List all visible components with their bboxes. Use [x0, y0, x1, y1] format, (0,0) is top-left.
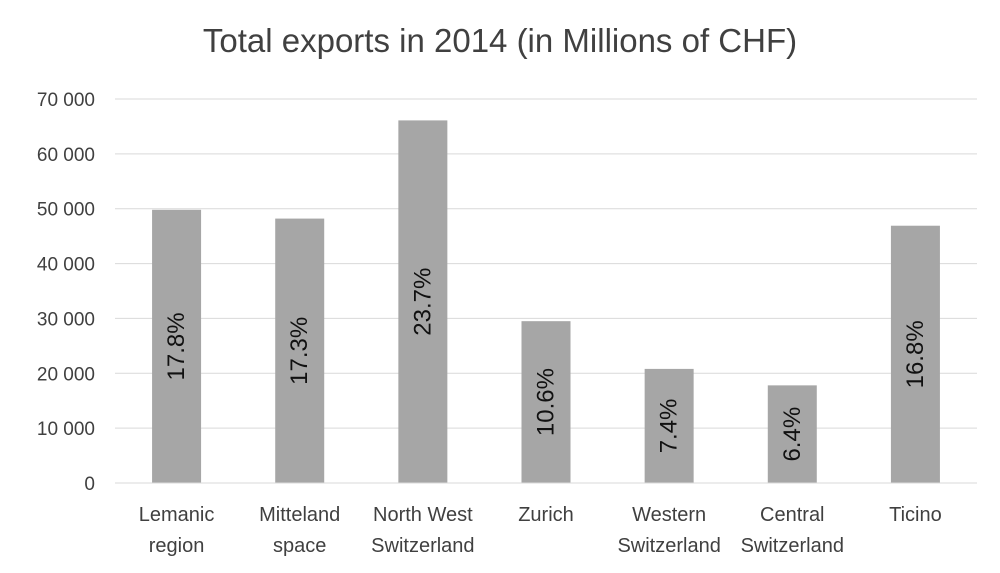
bar: [644, 368, 694, 483]
x-tick-label: Switzerland: [617, 535, 720, 557]
bar: [398, 120, 448, 483]
y-tick-label: 50 000: [37, 200, 95, 221]
chart-title: Total exports in 2014 (in Millions of CH…: [202, 22, 798, 59]
data-label: 17.3%: [286, 317, 313, 385]
x-tick-label: Switzerland: [371, 535, 474, 557]
y-tick-label: 0: [84, 474, 95, 495]
y-tick-label: 60 000: [37, 145, 95, 166]
x-tick-label: Lemanic: [139, 504, 215, 526]
x-tick-label: Zurich: [518, 504, 574, 526]
x-tick-label: Western: [632, 504, 706, 526]
x-tick-label: North West: [373, 504, 473, 526]
x-tick-label: region: [149, 535, 205, 557]
x-tick-label: Central: [760, 504, 824, 526]
y-tick-label: 30 000: [37, 309, 95, 330]
x-tick-label: Switzerland: [741, 535, 844, 557]
y-tick-label: 40 000: [37, 255, 95, 276]
bar: [767, 385, 817, 483]
y-tick-label: 10 000: [37, 419, 95, 440]
bar: [152, 209, 202, 483]
data-label: 6.4%: [779, 407, 806, 462]
data-label: 23.7%: [409, 268, 436, 336]
x-tick-label: space: [273, 535, 326, 557]
data-label: 10.6%: [533, 368, 560, 436]
y-tick-label: 20 000: [37, 364, 95, 385]
bar: [275, 218, 325, 484]
data-label: 16.8%: [902, 320, 929, 388]
x-tick-label: Mitteland: [259, 504, 340, 526]
data-label: 17.8%: [163, 312, 190, 380]
data-label: 7.4%: [656, 399, 683, 454]
x-tick-label: Ticino: [889, 504, 942, 526]
y-tick-label: 70 000: [37, 90, 95, 111]
bar: [521, 321, 571, 483]
bar: [890, 225, 940, 483]
